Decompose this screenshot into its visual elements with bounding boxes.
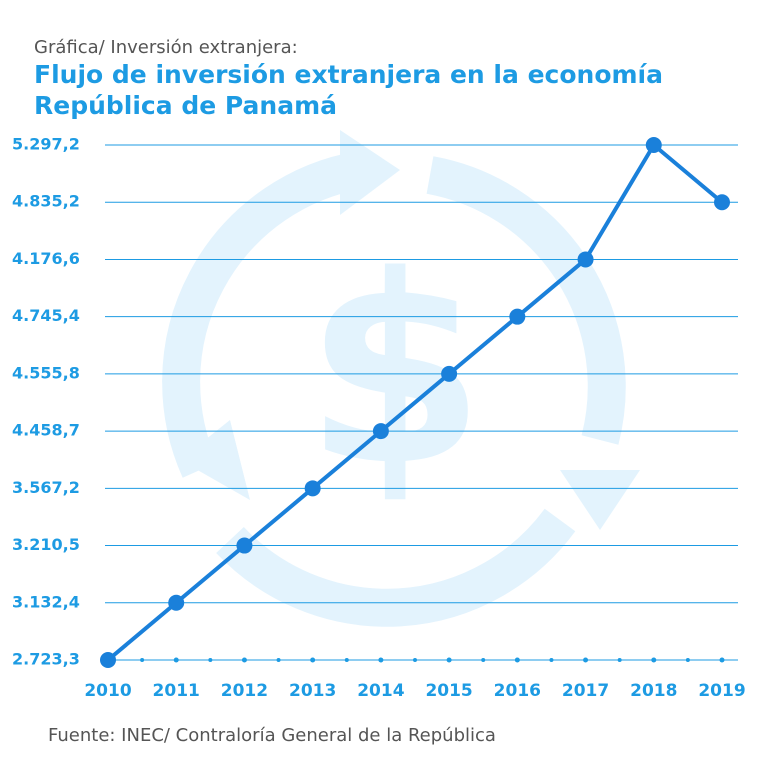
bg-arrow: [180, 420, 250, 500]
x-tick-label: 2016: [494, 681, 541, 701]
y-tick-label: 4.745,4: [12, 306, 80, 325]
y-tick-label: 3.210,5: [12, 535, 80, 554]
y-tick-label: 2.723,3: [12, 650, 80, 669]
y-tick-label: 3.567,2: [12, 478, 80, 497]
axis-dot: [413, 658, 417, 662]
y-tick-label: 4.458,7: [12, 421, 80, 440]
y-tick-label: 3.132,4: [12, 592, 80, 611]
axis-dot: [446, 657, 452, 663]
x-tick-label: 2017: [562, 681, 609, 701]
bg-arrow: [340, 130, 400, 215]
axis-dot: [241, 657, 247, 663]
data-point: [304, 480, 321, 497]
title: República de Panamá: [34, 91, 337, 120]
axis-dot: [617, 658, 622, 662]
bg-arrow: [560, 470, 640, 530]
axis-dot: [208, 658, 213, 662]
data-point: [100, 652, 116, 668]
x-tick-label: 2013: [289, 681, 336, 701]
data-line: [106, 143, 724, 662]
x-tick-label: 2019: [698, 681, 745, 701]
subtitle: Gráfica/ Inversión extranjera:: [34, 37, 298, 58]
data-point: [645, 137, 662, 153]
svg-text:$: $: [305, 221, 486, 523]
axis-dot: [344, 658, 349, 662]
axis-dot: [685, 658, 690, 662]
y-tick-label: 4.176,6: [12, 249, 80, 268]
axis-dot: [276, 658, 281, 662]
data-point: [372, 423, 389, 440]
data-point: [236, 537, 253, 554]
x-tick-label: 2015: [425, 681, 472, 701]
axis-dot: [310, 657, 316, 663]
axis-dot: [140, 658, 145, 662]
y-tick-label: 4.555,8: [12, 363, 80, 382]
x-tick-label: 2010: [84, 681, 131, 701]
axis-dot: [549, 658, 554, 662]
axis-dot: [173, 657, 179, 663]
x-tick-label: 2018: [630, 681, 677, 701]
data-point: [441, 365, 458, 382]
y-tick-label: 4.835,2: [12, 192, 80, 211]
x-tick-label: 2014: [357, 681, 404, 701]
data-point: [509, 308, 526, 325]
data-point: [168, 594, 185, 611]
title: Flujo de inversión extranjera en la econ…: [34, 60, 663, 89]
axis-dot: [651, 657, 657, 663]
data-point: [577, 251, 594, 268]
axis-dot: [719, 657, 725, 663]
x-tick-label: 2011: [153, 681, 200, 701]
axis-dot: [481, 658, 486, 662]
axis-dot: [583, 657, 589, 663]
data-point: [714, 194, 730, 211]
x-tick-label: 2012: [221, 681, 268, 701]
y-tick-label: 5.297,2: [12, 135, 80, 154]
axis-dot: [378, 657, 384, 663]
axis-dot: [514, 657, 520, 663]
source: Fuente: INEC/ Contraloría General de la …: [48, 725, 496, 746]
